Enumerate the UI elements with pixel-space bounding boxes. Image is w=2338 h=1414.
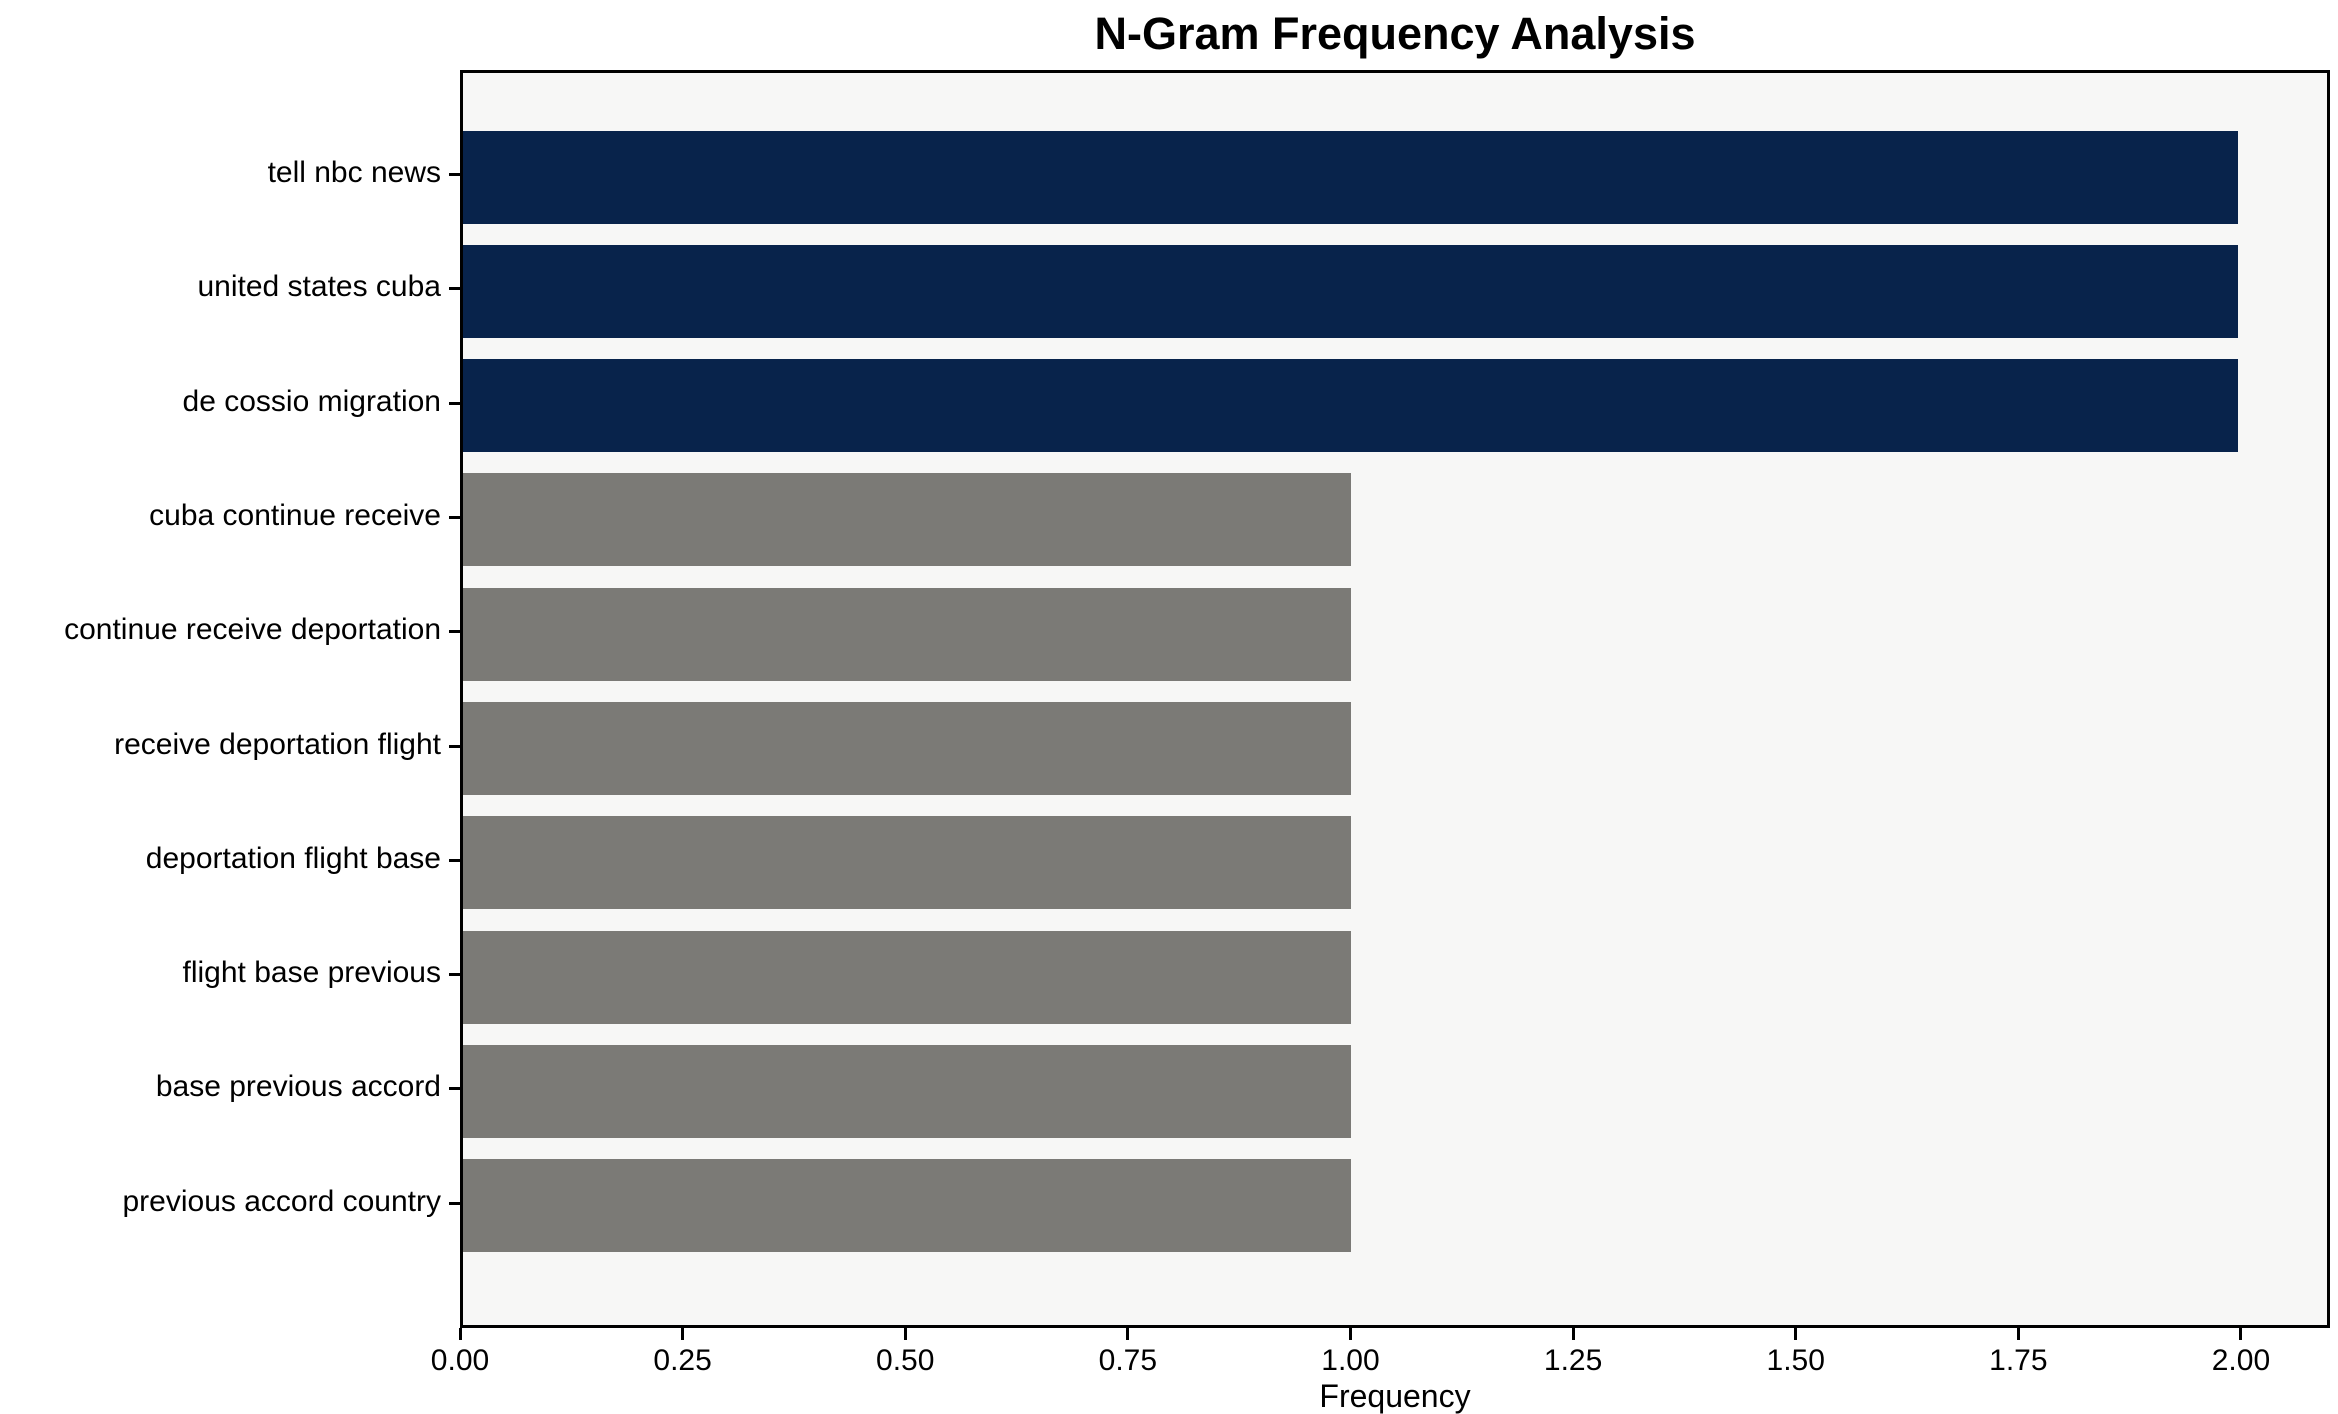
bar-deportation-flight-base <box>463 816 1351 910</box>
y-tick-label: flight base previous <box>182 956 442 990</box>
y-tick-mark <box>449 287 460 291</box>
y-tick-mark <box>449 630 460 634</box>
y-tick-mark <box>449 401 460 405</box>
y-tick-label: deportation flight base <box>145 841 441 875</box>
bar-continue-receive-deportation <box>463 587 1351 681</box>
x-tick-mark <box>681 1328 685 1340</box>
x-tick-label: 2.00 <box>2211 1344 2271 1377</box>
x-tick-mark <box>1126 1328 1130 1340</box>
bar-base-previous-accord <box>463 1044 1351 1138</box>
x-tick-label: 0.00 <box>430 1344 490 1377</box>
y-tick-label: tell nbc news <box>267 156 441 189</box>
y-tick-label: de cossio migration <box>182 384 441 418</box>
y-tick-mark <box>449 1201 460 1205</box>
x-tick-mark <box>2239 1328 2243 1340</box>
bar-cuba-continue-receive <box>463 473 1351 567</box>
y-tick-mark <box>449 744 460 748</box>
y-tick-label: base previous accord <box>155 1070 441 1104</box>
bar-previous-accord-country <box>463 1159 1351 1253</box>
x-tick-label: 1.50 <box>1766 1344 1825 1377</box>
plot-area <box>460 70 2330 1328</box>
y-tick-label: previous accord country <box>122 1184 442 1218</box>
y-tick-mark <box>449 973 460 977</box>
y-tick-mark <box>449 515 460 519</box>
y-tick-label: cuba continue receive <box>149 498 441 532</box>
x-axis-label: Frequency <box>1319 1378 1471 1414</box>
x-tick-label: 0.25 <box>653 1344 712 1377</box>
y-tick-label: receive deportation flight <box>114 727 441 761</box>
bar-receive-deportation-flight <box>463 702 1351 795</box>
x-tick-mark <box>2016 1328 2020 1340</box>
y-tick-mark <box>449 173 460 176</box>
y-tick-label: united states cuba <box>197 270 441 304</box>
bar-flight-base-previous <box>463 930 1351 1024</box>
x-tick-label: 1.75 <box>1989 1344 2048 1377</box>
x-tick-mark <box>1571 1328 1575 1340</box>
x-tick-mark <box>1794 1328 1798 1340</box>
bar-tell-nbc-news <box>463 130 2239 224</box>
x-tick-label: 0.75 <box>1098 1344 1158 1377</box>
x-tick-mark <box>458 1328 462 1340</box>
chart-title: N-Gram Frequency Analysis <box>1094 8 1696 59</box>
x-tick-mark <box>903 1328 907 1340</box>
x-tick-label: 0.50 <box>876 1344 935 1377</box>
y-tick-mark <box>449 858 460 862</box>
x-tick-mark <box>1348 1328 1352 1340</box>
y-tick-label: continue receive deportation <box>64 613 441 647</box>
bar-united-states-cuba <box>463 244 2239 338</box>
bar-de-cossio-migration <box>463 359 2239 453</box>
x-tick-label: 1.25 <box>1543 1344 1603 1377</box>
y-tick-mark <box>449 1087 460 1091</box>
x-tick-label: 1.00 <box>1321 1344 1380 1377</box>
